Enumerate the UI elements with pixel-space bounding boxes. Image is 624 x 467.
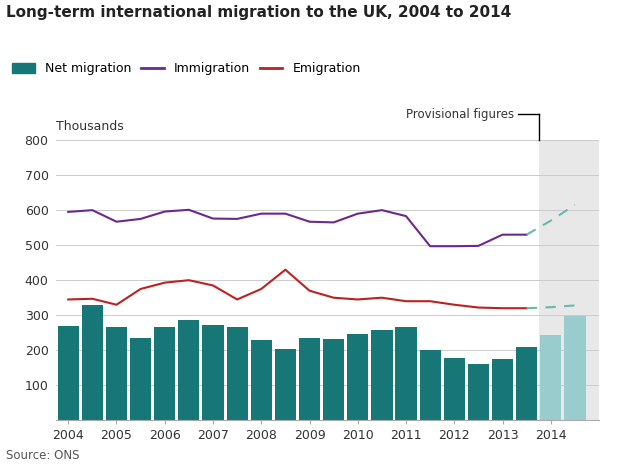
Bar <box>275 349 296 420</box>
Bar <box>347 334 368 420</box>
Bar <box>468 363 489 420</box>
Bar <box>154 327 175 420</box>
Text: Long-term international migration to the UK, 2004 to 2014: Long-term international migration to the… <box>6 5 512 20</box>
Bar <box>178 320 200 420</box>
Text: Source: ONS: Source: ONS <box>6 449 80 462</box>
Bar <box>396 327 417 420</box>
Bar <box>57 326 79 420</box>
Bar <box>202 325 223 420</box>
Bar <box>82 305 103 420</box>
Bar <box>444 358 465 420</box>
Bar <box>251 340 272 420</box>
Bar <box>539 140 599 420</box>
Bar <box>130 338 151 420</box>
Bar <box>227 327 248 420</box>
Bar <box>492 359 513 420</box>
Bar <box>516 347 537 420</box>
Legend: Net migration, Immigration, Emigration: Net migration, Immigration, Emigration <box>12 62 361 75</box>
Bar <box>106 327 127 420</box>
Text: Thousands: Thousands <box>56 120 124 133</box>
Bar <box>540 335 562 420</box>
Text: Provisional figures: Provisional figures <box>406 108 514 121</box>
Bar <box>564 316 585 420</box>
Bar <box>323 339 344 420</box>
Bar <box>299 338 320 420</box>
Bar <box>371 330 392 420</box>
Bar <box>419 349 441 420</box>
